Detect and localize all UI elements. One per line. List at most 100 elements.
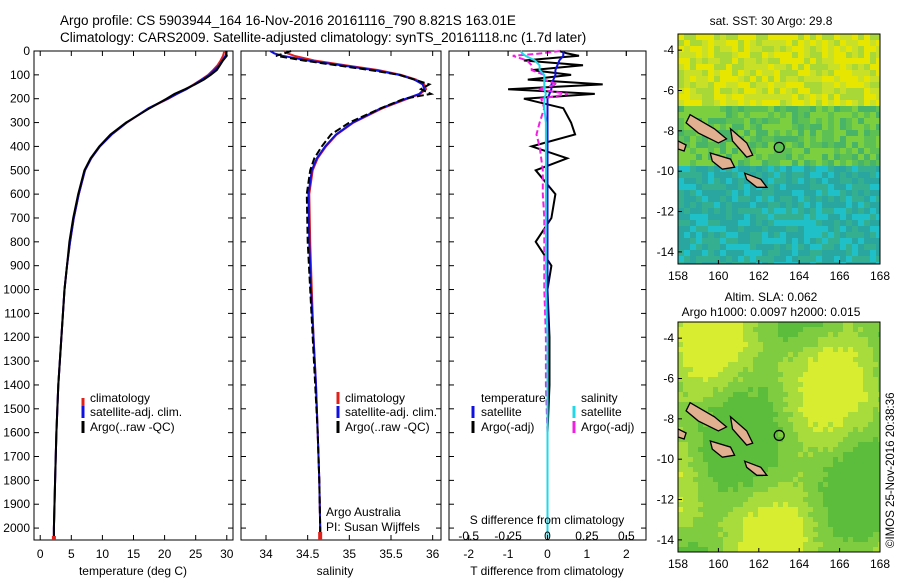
map-cell xyxy=(713,472,719,478)
annotation-line-2: PI: Susan Wijffels xyxy=(326,520,420,534)
map-cell xyxy=(743,392,749,398)
map-cell xyxy=(876,64,880,71)
map-cell xyxy=(708,190,715,197)
map-cell xyxy=(723,502,729,508)
map-cell xyxy=(838,487,844,493)
map-cell xyxy=(684,256,691,263)
map-cell xyxy=(793,372,799,378)
map-cell xyxy=(810,112,817,119)
map-cell xyxy=(813,357,819,363)
map-cell xyxy=(732,94,739,101)
map-cell xyxy=(733,382,739,388)
map-cell xyxy=(822,232,829,239)
map-cell xyxy=(853,322,859,328)
map-cell xyxy=(762,130,769,137)
map-cell xyxy=(762,124,769,131)
map-cell xyxy=(848,407,854,413)
map-cell xyxy=(838,362,844,368)
map-cell xyxy=(828,507,834,513)
map-cell xyxy=(823,377,829,383)
map-cell xyxy=(768,232,775,239)
map-cell xyxy=(728,347,734,353)
map-cell xyxy=(858,82,865,89)
map-cell xyxy=(728,517,734,523)
map-cell xyxy=(818,542,824,548)
y-tick-label: 1000 xyxy=(3,283,30,297)
map-cell xyxy=(774,124,781,131)
map-cell xyxy=(753,427,759,433)
map-cell xyxy=(768,154,775,161)
map-cell xyxy=(792,112,799,119)
map-cell xyxy=(714,52,721,59)
map-cell xyxy=(762,100,769,107)
map-cell xyxy=(840,94,847,101)
map-cell xyxy=(723,547,729,552)
map-cell xyxy=(696,58,703,65)
map-cell xyxy=(863,372,869,378)
map-cell xyxy=(828,432,834,438)
y-tick-label: 500 xyxy=(10,163,30,177)
map-cell xyxy=(678,492,684,498)
map-cell xyxy=(683,407,689,413)
map-cell xyxy=(840,130,847,137)
map-cell xyxy=(823,432,829,438)
map-cell xyxy=(693,467,699,473)
map-cell xyxy=(868,392,874,398)
map-cell xyxy=(774,130,781,137)
map-cell xyxy=(810,106,817,113)
map-cell xyxy=(714,142,721,149)
map-cell xyxy=(808,392,814,398)
map-cell xyxy=(690,226,697,233)
map-cell xyxy=(868,352,874,358)
map-cell xyxy=(808,377,814,383)
map-cell xyxy=(780,232,787,239)
map-cell xyxy=(678,64,685,71)
map-cell xyxy=(798,112,805,119)
map-cell xyxy=(843,377,849,383)
map-cell xyxy=(698,547,704,552)
map-cell xyxy=(738,522,744,528)
map-cell xyxy=(858,497,864,503)
map-cell xyxy=(834,34,841,41)
map-cell xyxy=(818,507,824,513)
x-tick-label: 168 xyxy=(870,557,890,571)
x-tick-label: 168 xyxy=(870,269,890,283)
map-cell xyxy=(793,377,799,383)
map-cell xyxy=(780,64,787,71)
map-cell xyxy=(753,337,759,343)
map-cell xyxy=(808,447,814,453)
map-cell xyxy=(703,447,709,453)
map-cell xyxy=(828,256,835,263)
map-cell xyxy=(753,367,759,373)
map-cell xyxy=(688,382,694,388)
argo-location-marker xyxy=(773,141,785,154)
map-cell xyxy=(683,397,689,403)
map-cell xyxy=(774,220,781,227)
map-cell xyxy=(822,238,829,245)
map-cell xyxy=(863,392,869,398)
map-cell xyxy=(758,442,764,448)
map-cell xyxy=(758,482,764,488)
map-cell xyxy=(768,437,774,443)
map-cell xyxy=(818,457,824,463)
map-cell xyxy=(868,532,874,538)
map-cell xyxy=(834,208,841,215)
map-cell xyxy=(840,142,847,149)
map-cell xyxy=(852,256,859,263)
map-cell xyxy=(783,397,789,403)
map-cell xyxy=(743,497,749,503)
map-cell xyxy=(728,392,734,398)
map-cell xyxy=(678,332,684,338)
map-cell xyxy=(702,166,709,173)
map-cell xyxy=(762,154,769,161)
map-cell xyxy=(848,482,854,488)
map-cell xyxy=(863,397,869,403)
map-cell xyxy=(783,467,789,473)
map-cell xyxy=(748,322,754,328)
map-cell xyxy=(798,184,805,191)
map-cell xyxy=(702,190,709,197)
map-cell xyxy=(858,477,864,483)
map-cell xyxy=(678,397,684,403)
map-cell xyxy=(684,190,691,197)
difference-xlabel-S: S difference from climatology xyxy=(470,513,625,527)
